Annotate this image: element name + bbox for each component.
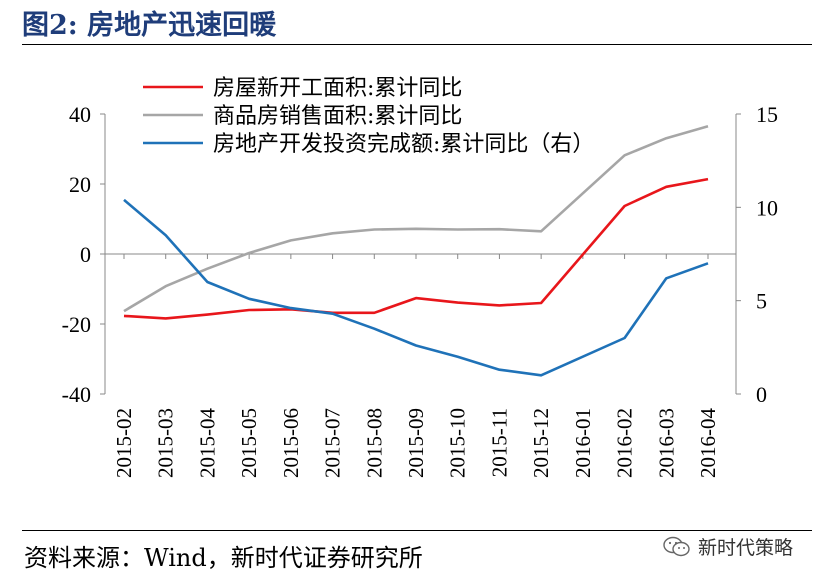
right-tick-label: 15 bbox=[756, 102, 778, 127]
x-tick-label: 2015-07 bbox=[321, 408, 345, 478]
right-tick-label: 0 bbox=[756, 382, 767, 407]
figure-title: 图2: 房地产迅速回暖 bbox=[22, 10, 277, 41]
bottom-rule bbox=[22, 530, 812, 531]
chart-series bbox=[123, 125, 709, 377]
x-tick-label: 2015-02 bbox=[112, 408, 136, 478]
series-line-1 bbox=[123, 177, 709, 320]
legend-label: 房屋新开工面积:累计同比 bbox=[213, 76, 462, 101]
right-tick-label: 5 bbox=[756, 289, 767, 314]
wechat-icon bbox=[663, 536, 690, 556]
left-tick-label: -20 bbox=[62, 312, 91, 337]
x-tick-label: 2015-11 bbox=[487, 408, 511, 477]
x-tick-label: 2016-01 bbox=[571, 408, 595, 478]
x-tick-label: 2015-03 bbox=[154, 408, 178, 478]
series-line-3 bbox=[123, 198, 709, 377]
left-tick-label: 20 bbox=[69, 172, 91, 197]
series-line-2 bbox=[123, 125, 709, 313]
x-tick-label: 2015-08 bbox=[362, 408, 386, 478]
legend-label: 房地产开发投资完成额:累计同比（右） bbox=[213, 132, 594, 157]
watermark: 新时代策略 bbox=[662, 533, 793, 560]
x-tick-label: 2015-04 bbox=[195, 408, 219, 478]
x-tick-label: 2016-03 bbox=[654, 408, 678, 478]
chart-legend: 房屋新开工面积:累计同比商品房销售面积:累计同比房地产开发投资完成额:累计同比（… bbox=[143, 76, 594, 157]
x-tick-label: 2015-06 bbox=[279, 408, 303, 478]
chart-axes: 40 20 0 -20 -40 15 10 5 0 2015-02 2015-03 2015-04 20… bbox=[62, 102, 778, 478]
x-tick-label: 2016-04 bbox=[696, 408, 720, 478]
watermark-text: 新时代策略 bbox=[698, 537, 794, 559]
top-rule bbox=[22, 44, 812, 45]
x-tick-label: 2016-02 bbox=[613, 408, 637, 478]
x-tick-label: 2015-10 bbox=[446, 408, 470, 478]
x-tick-label: 2015-09 bbox=[404, 408, 428, 478]
line-chart: 40 20 0 -20 -40 15 10 5 0 2015-02 2015-03 2015-04 20… bbox=[62, 76, 778, 478]
x-tick-label: 2015-12 bbox=[529, 408, 553, 478]
source-note: 资料来源：Wind，新时代证券研究所 bbox=[24, 544, 423, 572]
x-tick-label: 2015-05 bbox=[237, 408, 261, 478]
left-tick-label: 40 bbox=[69, 102, 91, 127]
left-tick-label: -40 bbox=[62, 382, 91, 407]
right-tick-label: 10 bbox=[756, 195, 778, 220]
left-tick-label: 0 bbox=[80, 242, 91, 267]
legend-label: 商品房销售面积:累计同比 bbox=[213, 104, 462, 129]
